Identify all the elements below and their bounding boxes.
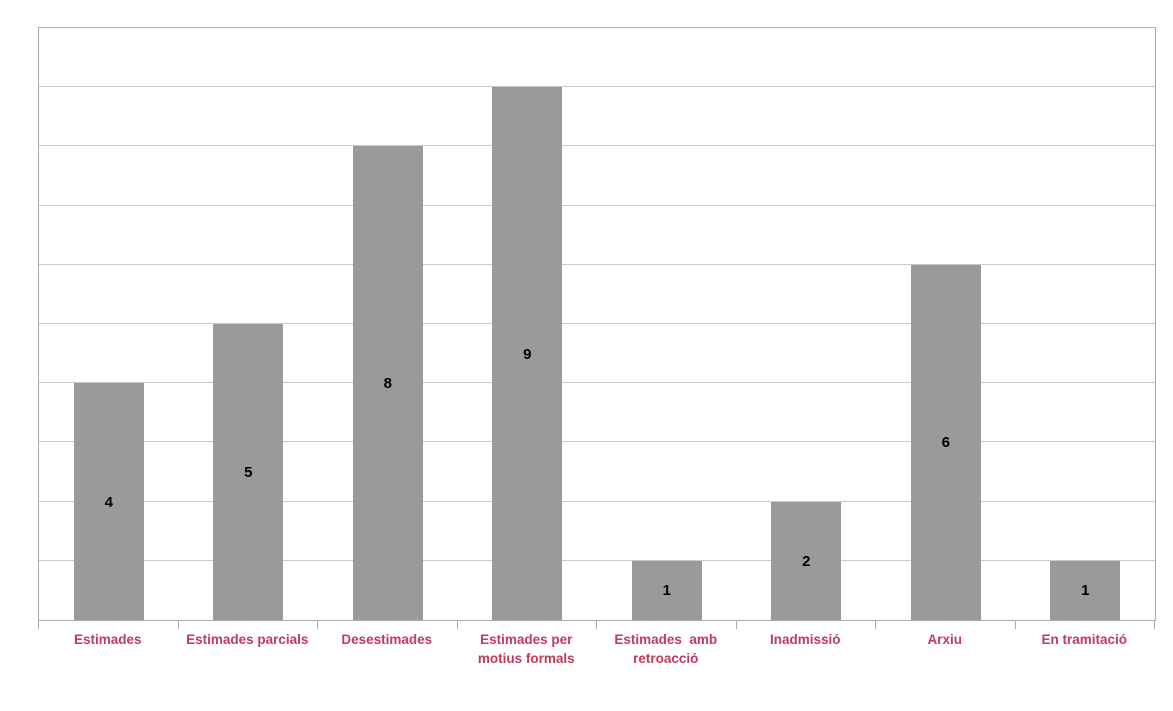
x-axis-tick [1154,621,1155,629]
x-axis-tick [317,621,318,629]
bar-value-label: 1 [1081,582,1090,600]
x-axis-tick [735,621,737,629]
bar-value-label: 9 [523,345,532,363]
x-axis-tick [596,621,597,629]
x-axis-tick [875,621,876,629]
bar-value-label: 4 [104,493,113,511]
bar-value-label: 5 [244,464,253,481]
bar-value-label: 6 [941,434,950,452]
gridline [39,145,1155,147]
bar: 9 [492,87,563,620]
x-axis-tick [456,621,458,629]
x-axis-category-label: Inadmissió [769,632,841,647]
gridline [39,204,1155,206]
gridline [39,441,1155,443]
x-axis-tick [1014,621,1016,629]
bar: 2 [771,501,842,620]
x-axis-category-label: Estimades parcials [186,632,309,647]
gridline [39,86,1155,88]
bar-value-label: 8 [383,375,392,393]
bar: 4 [73,383,144,620]
bar: 6 [910,264,981,620]
x-axis-category-label: Arxiu [927,632,962,647]
gridline [39,263,1155,265]
gridline [39,559,1155,561]
bar: 1 [1050,560,1121,620]
bar: 5 [213,324,284,620]
bar: 8 [352,146,423,620]
bar-value-label: 2 [802,552,811,570]
plot-area: 4 5 8 9 1 2 6 1 [38,27,1156,621]
gridline [39,382,1155,384]
gridline [39,323,1155,324]
gridline [39,500,1155,502]
x-axis-tick [177,621,179,629]
x-axis-category-label: Estimades per motius formals [477,632,575,666]
x-axis-category-label: En tramitació [1041,632,1128,647]
x-axis-category-label: Desestimades [341,632,433,647]
bar-value-label: 1 [662,582,671,600]
bar: 1 [631,560,702,620]
x-axis-tick [38,621,39,629]
x-axis-category-label: Estimades amb retroacció [614,632,718,666]
x-axis-category-label: Estimades [73,632,142,647]
